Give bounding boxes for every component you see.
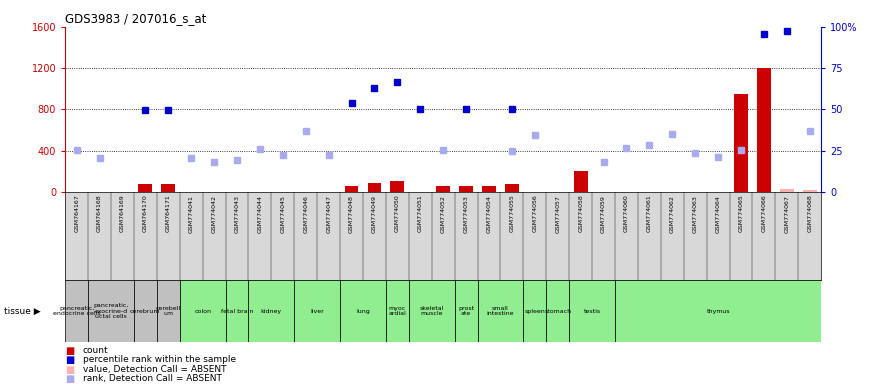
- Text: GSM774051: GSM774051: [418, 195, 423, 232]
- Text: testis: testis: [584, 308, 600, 314]
- Text: GSM774056: GSM774056: [533, 195, 537, 232]
- Bar: [134, 280, 156, 342]
- Text: GSM764171: GSM764171: [166, 195, 171, 232]
- Bar: [340, 280, 386, 342]
- Bar: [249, 280, 295, 342]
- Text: cerebrum: cerebrum: [130, 308, 161, 314]
- Bar: [482, 186, 496, 192]
- Bar: [65, 280, 88, 342]
- Text: spleen: spleen: [525, 308, 545, 314]
- Bar: [180, 280, 226, 342]
- Text: count: count: [83, 346, 108, 354]
- Bar: [226, 280, 249, 342]
- Text: GSM774063: GSM774063: [693, 195, 698, 233]
- Bar: [523, 280, 547, 342]
- Bar: [734, 94, 748, 192]
- Text: ■: ■: [65, 374, 75, 384]
- Bar: [386, 280, 408, 342]
- Text: GSM774054: GSM774054: [487, 195, 492, 233]
- Text: tissue ▶: tissue ▶: [4, 306, 41, 316]
- Text: GSM774055: GSM774055: [509, 195, 514, 232]
- Text: GSM774047: GSM774047: [326, 195, 331, 233]
- Text: GSM774048: GSM774048: [349, 195, 354, 233]
- Bar: [478, 280, 523, 342]
- Text: percentile rank within the sample: percentile rank within the sample: [83, 355, 235, 364]
- Text: GSM774059: GSM774059: [601, 195, 606, 233]
- Text: pancreatic,
exocrine-d
uctal cells: pancreatic, exocrine-d uctal cells: [93, 303, 129, 319]
- Text: GSM774046: GSM774046: [303, 195, 308, 233]
- Text: ■: ■: [65, 355, 75, 365]
- Text: GSM774062: GSM774062: [670, 195, 675, 233]
- Bar: [88, 280, 134, 342]
- Text: GSM774068: GSM774068: [807, 195, 813, 232]
- Text: GDS3983 / 207016_s_at: GDS3983 / 207016_s_at: [65, 12, 207, 25]
- Text: GSM774060: GSM774060: [624, 195, 629, 232]
- Text: small
intestine: small intestine: [487, 306, 514, 316]
- Bar: [436, 186, 450, 192]
- Text: ■: ■: [65, 365, 75, 375]
- Text: GSM774058: GSM774058: [578, 195, 583, 232]
- Text: GSM774043: GSM774043: [235, 195, 240, 233]
- Text: lung: lung: [356, 308, 370, 314]
- Bar: [162, 184, 176, 192]
- Text: GSM774067: GSM774067: [785, 195, 789, 233]
- Bar: [408, 280, 454, 342]
- Text: GSM774057: GSM774057: [555, 195, 561, 233]
- Bar: [138, 184, 152, 192]
- Text: colon: colon: [194, 308, 211, 314]
- Text: pancreatic,
endocrine cells: pancreatic, endocrine cells: [53, 306, 101, 316]
- Text: GSM774049: GSM774049: [372, 195, 377, 233]
- Bar: [574, 171, 587, 192]
- Text: GSM764168: GSM764168: [97, 195, 102, 232]
- Text: ■: ■: [65, 346, 75, 356]
- Bar: [345, 186, 358, 192]
- Bar: [368, 183, 381, 192]
- Bar: [459, 186, 473, 192]
- Text: GSM774045: GSM774045: [281, 195, 285, 233]
- Bar: [454, 280, 478, 342]
- Text: cerebell
um: cerebell um: [156, 306, 181, 316]
- Bar: [780, 189, 793, 192]
- Bar: [390, 180, 404, 192]
- Text: liver: liver: [310, 308, 324, 314]
- Text: rank, Detection Call = ABSENT: rank, Detection Call = ABSENT: [83, 374, 222, 383]
- Bar: [295, 280, 340, 342]
- Bar: [569, 280, 615, 342]
- Text: myoc
ardial: myoc ardial: [388, 306, 406, 316]
- Text: value, Detection Call = ABSENT: value, Detection Call = ABSENT: [83, 365, 226, 374]
- Bar: [615, 280, 821, 342]
- Text: GSM774065: GSM774065: [739, 195, 744, 232]
- Text: kidney: kidney: [261, 308, 282, 314]
- Bar: [505, 184, 519, 192]
- Text: GSM774052: GSM774052: [441, 195, 446, 233]
- Text: GSM774064: GSM774064: [715, 195, 720, 233]
- Text: GSM774050: GSM774050: [395, 195, 400, 232]
- Text: GSM774041: GSM774041: [189, 195, 194, 233]
- Text: skeletal
muscle: skeletal muscle: [420, 306, 444, 316]
- Text: stomach: stomach: [544, 308, 571, 314]
- Text: GSM774061: GSM774061: [647, 195, 652, 232]
- Text: GSM764167: GSM764167: [74, 195, 79, 232]
- Bar: [803, 190, 817, 192]
- Bar: [757, 68, 771, 192]
- Text: GSM764169: GSM764169: [120, 195, 125, 232]
- Text: GSM774053: GSM774053: [463, 195, 468, 233]
- Text: thymus: thymus: [706, 308, 730, 314]
- Bar: [156, 280, 180, 342]
- Text: GSM774042: GSM774042: [211, 195, 216, 233]
- Text: GSM774044: GSM774044: [257, 195, 262, 233]
- Bar: [547, 280, 569, 342]
- Text: prost
ate: prost ate: [458, 306, 474, 316]
- Text: GSM774066: GSM774066: [761, 195, 766, 232]
- Text: fetal brain: fetal brain: [221, 308, 253, 314]
- Text: GSM764170: GSM764170: [143, 195, 148, 232]
